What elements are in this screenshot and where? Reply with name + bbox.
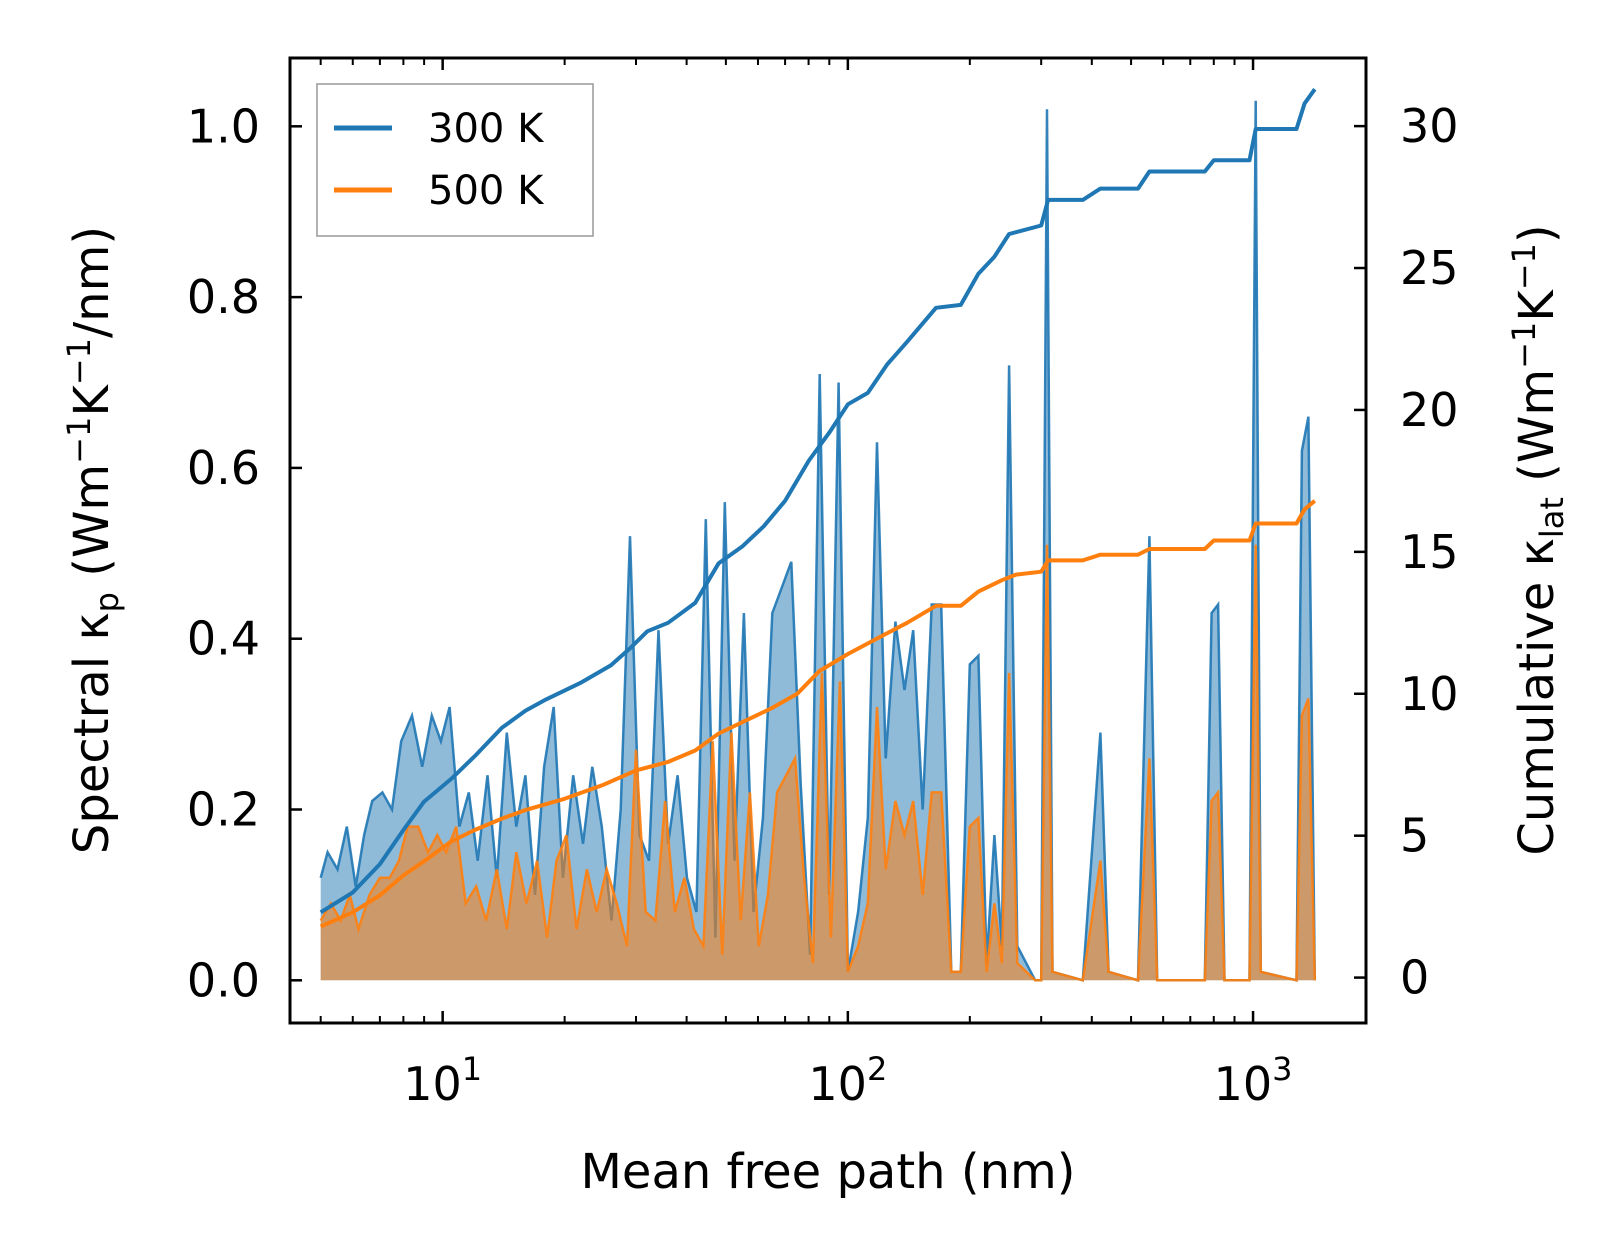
y-right-tick-label: 20: [1400, 383, 1459, 437]
tick-labels: 101 102 103 0.0 0.2 0.4 0.6 0.8 1.0 0 5 10 15 20 25 30: [187, 99, 1459, 1111]
y-right-label-sup1: −1: [1505, 322, 1543, 369]
y-right-label-mid: K: [1509, 289, 1565, 322]
y-left-label-sup1: −1: [60, 417, 98, 464]
axis-ticks: [290, 58, 1366, 1023]
plot-frame: [288, 56, 1368, 1025]
y-left-tick-label: 0.4: [187, 612, 260, 666]
legend-box: [316, 83, 594, 237]
y-left-tick-label: 0.8: [187, 270, 260, 324]
y-right-tick-label: 25: [1400, 241, 1459, 295]
y-axis-label-right: Cumulative κlat (Wm−1K−1): [1505, 224, 1571, 855]
x-tick-label: 102: [808, 1050, 887, 1111]
x-tick-label: 101: [403, 1050, 482, 1111]
y-right-label-close: ): [1509, 224, 1565, 243]
legend: 300 K 500 K: [316, 83, 594, 237]
y-right-label-sub: lat: [1533, 497, 1571, 538]
y-left-label-sup2: −1: [60, 338, 98, 385]
y-left-tick-label: 0.0: [187, 953, 260, 1007]
y-left-label-prefix: Spectral κ: [64, 612, 120, 854]
y-left-label-sub: p: [88, 592, 126, 612]
y-left-label-mid: K: [64, 384, 120, 417]
300-k-cumulative-line: [319, 88, 1317, 914]
y-right-label-open: (Wm: [1509, 369, 1565, 497]
y-right-tick-label: 30: [1400, 99, 1459, 153]
y-left-tick-label: 0.2: [187, 783, 260, 837]
legend-label-300k: 300 K: [428, 106, 545, 152]
y-right-label-sup2: −1: [1505, 243, 1543, 290]
spectral-areas: [319, 100, 1317, 982]
y-right-tick-label: 0: [1400, 951, 1429, 1005]
y-left-label-close: /nm): [64, 226, 120, 338]
cumulative-lines: [319, 88, 1317, 929]
x-tick-label: 103: [1214, 1050, 1293, 1111]
y-left-tick-label: 0.6: [187, 441, 260, 495]
500-k-cumulative-line: [319, 499, 1317, 929]
y-axis-label-left: Spectral κp (Wm−1K−1/nm): [60, 226, 126, 854]
y-left-label-open: (Wm: [64, 464, 120, 592]
y-right-label-prefix: Cumulative κ: [1509, 538, 1565, 856]
y-left-tick-label: 1.0: [187, 99, 260, 153]
y-right-tick-label: 15: [1400, 525, 1459, 579]
x-axis-label: Mean free path (nm): [581, 1144, 1076, 1200]
y-right-tick-label: 5: [1400, 809, 1429, 863]
legend-label-500k: 500 K: [428, 168, 545, 214]
y-right-tick-label: 10: [1400, 667, 1459, 721]
500-k-spectral-outline: [319, 544, 1317, 982]
